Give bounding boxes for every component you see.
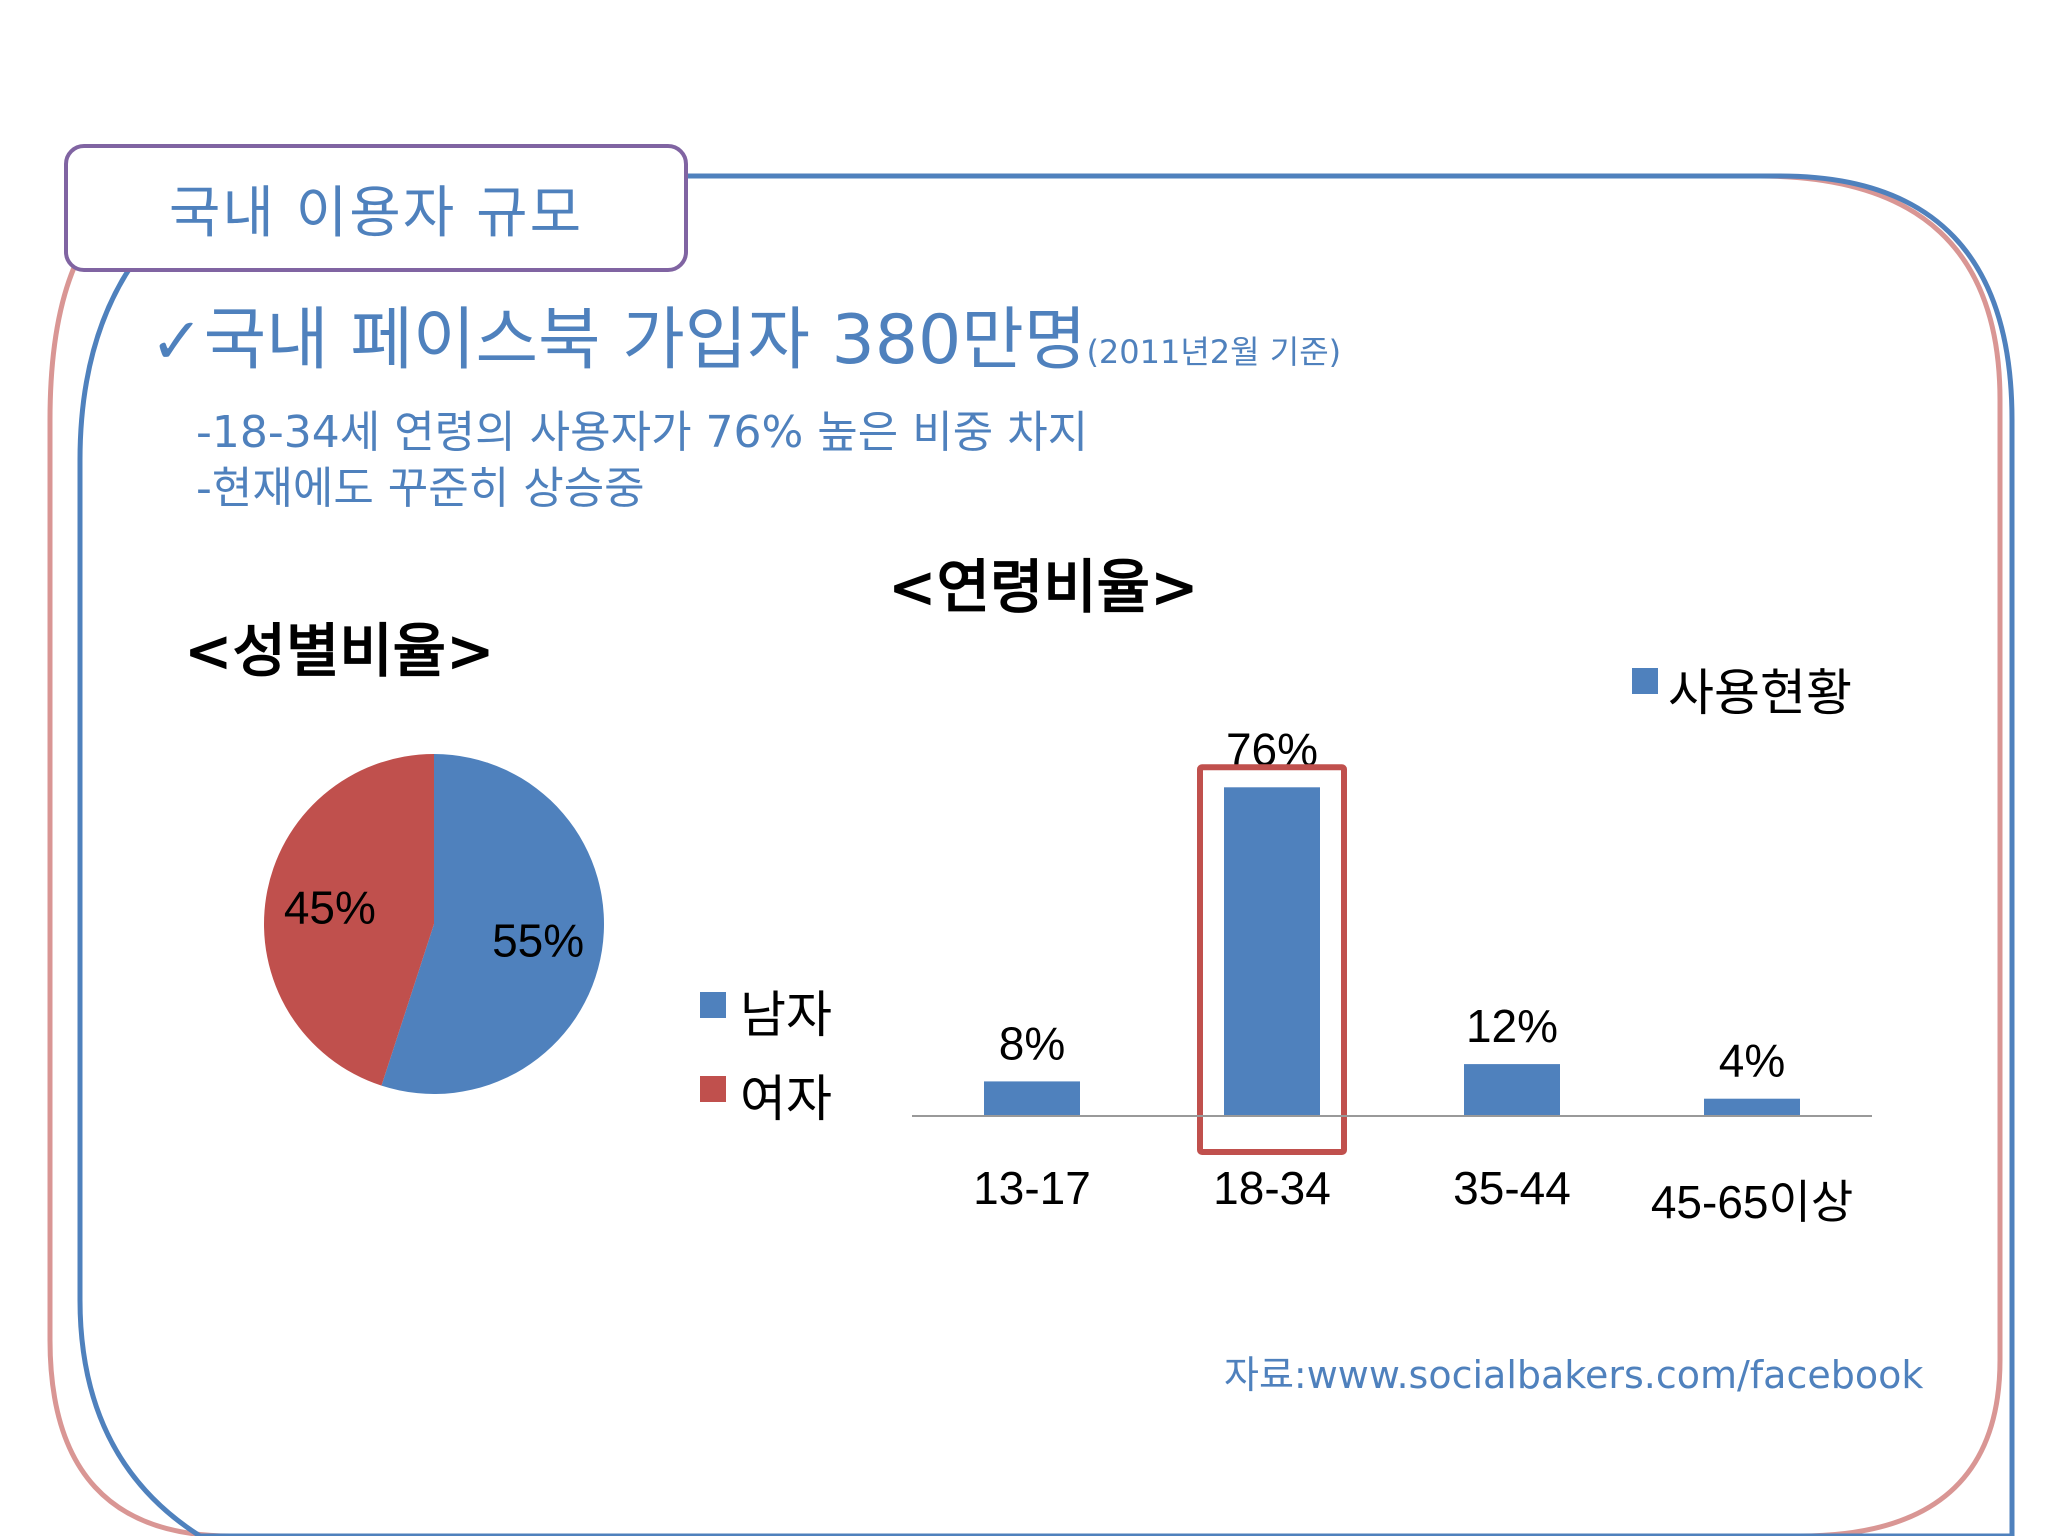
bar-35-44 xyxy=(1464,1064,1560,1116)
pie-slice-1 xyxy=(381,754,604,1094)
check-icon: ✓ xyxy=(150,305,204,379)
headline-main: 국내 페이스북 가입자 380만명 xyxy=(203,301,1087,380)
bar-45-65이상 xyxy=(1704,1098,1800,1116)
pie-slice-2 xyxy=(264,754,434,1086)
bullet-1: -18-34세 연령의 사용자가 76% 높은 비중 차지 xyxy=(196,407,1089,458)
pie-legend-swatch-2 xyxy=(700,1076,726,1102)
x-tick-label-45-65이상: 45-65이상 xyxy=(1651,1176,1853,1228)
pie-data-label-1: 55% xyxy=(492,914,584,966)
highlight-box-18-34 xyxy=(1197,764,1347,1155)
x-tick-label-35-44: 35-44 xyxy=(1453,1162,1571,1214)
pie-legend-label-1: 남자 xyxy=(740,987,832,1043)
bullet-2: -현재에도 꾸준히 상승중 xyxy=(196,463,645,514)
pie-legend-swatch-1 xyxy=(700,992,726,1018)
headline-note: (2011년2월 기준) xyxy=(1086,333,1342,371)
pie-data-label-2: 45% xyxy=(284,882,376,934)
x-tick-label-18-34: 18-34 xyxy=(1213,1162,1331,1214)
bar-18-34 xyxy=(1224,787,1320,1116)
source-citation: 자료:www.socialbakers.com/facebook xyxy=(1224,1353,1924,1397)
section-tab-title: 국내 이용자 규모 xyxy=(64,144,688,272)
bar-legend-swatch xyxy=(1632,668,1658,694)
bar-legend-label: 사용현황 xyxy=(1668,665,1852,721)
bar-data-label-35-44: 12% xyxy=(1466,1000,1558,1052)
pie-legend-label-2: 여자 xyxy=(740,1071,832,1127)
x-tick-label-13-17: 13-17 xyxy=(973,1162,1091,1214)
bar-13-17 xyxy=(984,1081,1080,1116)
bar-chart-title: <연령비율> xyxy=(888,553,1199,621)
bar-data-label-45-65이상: 4% xyxy=(1719,1035,1785,1087)
headline: ✓국내 페이스북 가입자 380만명(2011년2월 기준) xyxy=(150,296,1341,397)
frame-blue-outline xyxy=(77,173,2015,1536)
bar-data-label-13-17: 8% xyxy=(999,1017,1065,1069)
pie-chart-title: <성별비율> xyxy=(184,617,495,685)
